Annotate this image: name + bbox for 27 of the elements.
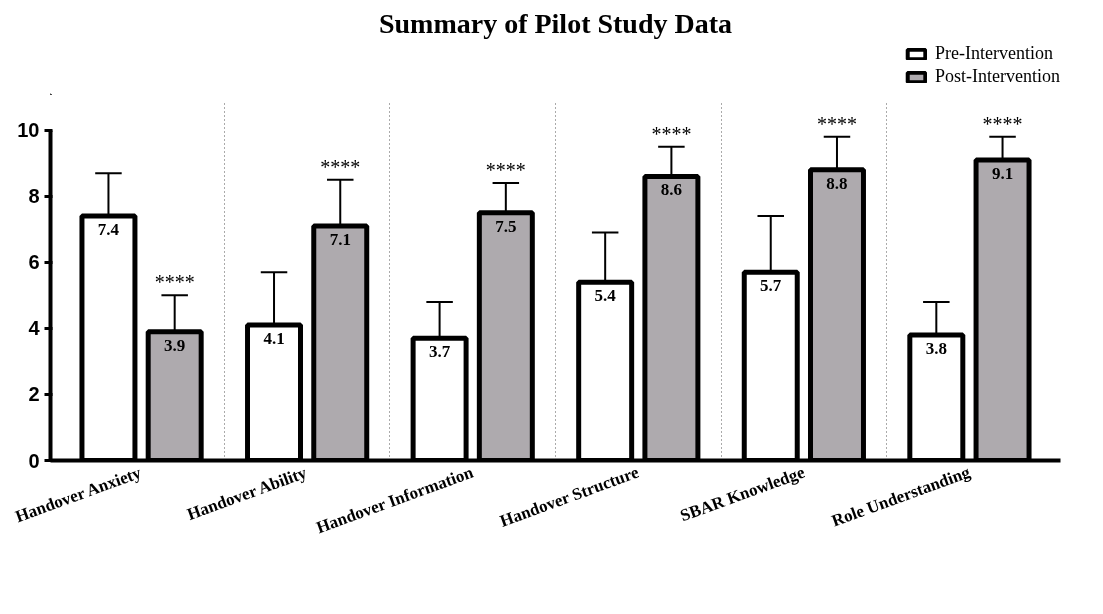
- data-label: 5.4: [594, 286, 617, 306]
- data-label: 4.1: [263, 329, 285, 349]
- data-label: 7.5: [495, 216, 517, 236]
- data-label: 8.8: [826, 173, 848, 193]
- legend-label: Post-Intervention: [935, 66, 1060, 87]
- annotation: ****: [816, 112, 857, 135]
- data-label: 7.4: [97, 220, 120, 240]
- y-tick-label: 4: [28, 317, 41, 340]
- data-label: 3.7: [428, 342, 451, 362]
- data-label: 3.9: [164, 335, 186, 355]
- y-tick-label: 6: [28, 251, 40, 274]
- data-label: 7.1: [329, 230, 351, 249]
- annotation: ****: [154, 271, 195, 294]
- y-tick-label: 8: [28, 185, 40, 208]
- annotation: ****: [651, 122, 692, 145]
- legend-label: Pre-Intervention: [935, 43, 1053, 64]
- y-tick-label: 2: [28, 383, 40, 406]
- annotation: ****: [485, 159, 526, 182]
- data-label: 3.8: [925, 339, 947, 358]
- y-tick-label: 0: [28, 449, 40, 472]
- annotation: ****: [320, 155, 361, 178]
- y-tick-label: 10: [17, 119, 40, 142]
- data-label: 9.1: [991, 163, 1014, 183]
- data-label: 8.6: [660, 180, 683, 200]
- data-label: 5.7: [760, 276, 782, 296]
- chart-title: Summary of Pilot Study Data: [378, 7, 733, 39]
- annotation: ****: [982, 112, 1023, 135]
